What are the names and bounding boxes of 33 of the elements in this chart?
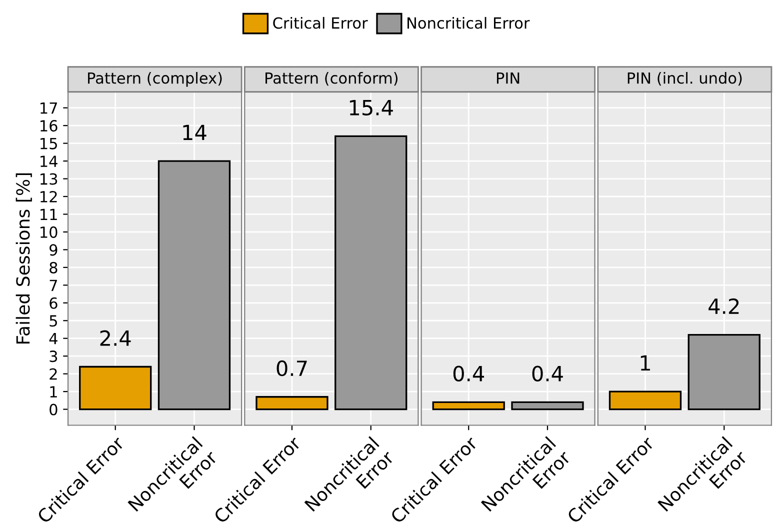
data-label: 0.4 [453, 366, 484, 382]
chart-title: Pattern (conform) [266, 72, 398, 86]
legend-label: Noncritical Error [408, 16, 530, 29]
y-tick-label: 3 [50, 350, 58, 362]
chart-title: PIN (incl. undo) [628, 72, 742, 86]
y-tick-label: 6 [50, 297, 58, 309]
data-label: 1 [640, 355, 650, 371]
y-tick-label: 10 [40, 226, 58, 238]
y-tick-label: 0 [50, 404, 58, 416]
chart-title: Pattern (complex) [88, 72, 222, 87]
y-tick-label: 12 [40, 190, 57, 202]
y-tick-label: 1 [50, 386, 57, 398]
y-axis-title: Failed Sessions [%] [16, 173, 32, 344]
data-label: 4.2 [708, 298, 739, 314]
legend-label: Critical Error [273, 16, 368, 29]
y-tick-label: 2 [50, 368, 57, 380]
y-tick-label: 5 [50, 315, 57, 327]
data-label: 0.4 [532, 366, 563, 382]
chart-title: PIN [496, 72, 520, 84]
y-tick-label: 17 [40, 102, 57, 114]
data-label: 15.4 [350, 100, 393, 116]
y-tick-label: 4 [49, 333, 58, 344]
data-label: 14 [183, 124, 206, 140]
y-tick-label: 16 [40, 120, 58, 132]
y-tick-label: 7 [50, 280, 57, 291]
y-tick-label: 9 [50, 244, 58, 256]
y-tick-label: 8 [50, 262, 58, 274]
y-tick-label: 15 [40, 138, 57, 150]
y-tick-label: 13 [40, 173, 58, 185]
data-label: 0.7 [276, 360, 307, 376]
y-tick-label: 14 [40, 156, 58, 167]
y-tick-label: 11 [40, 208, 57, 220]
data-label: 2.4 [100, 330, 131, 346]
